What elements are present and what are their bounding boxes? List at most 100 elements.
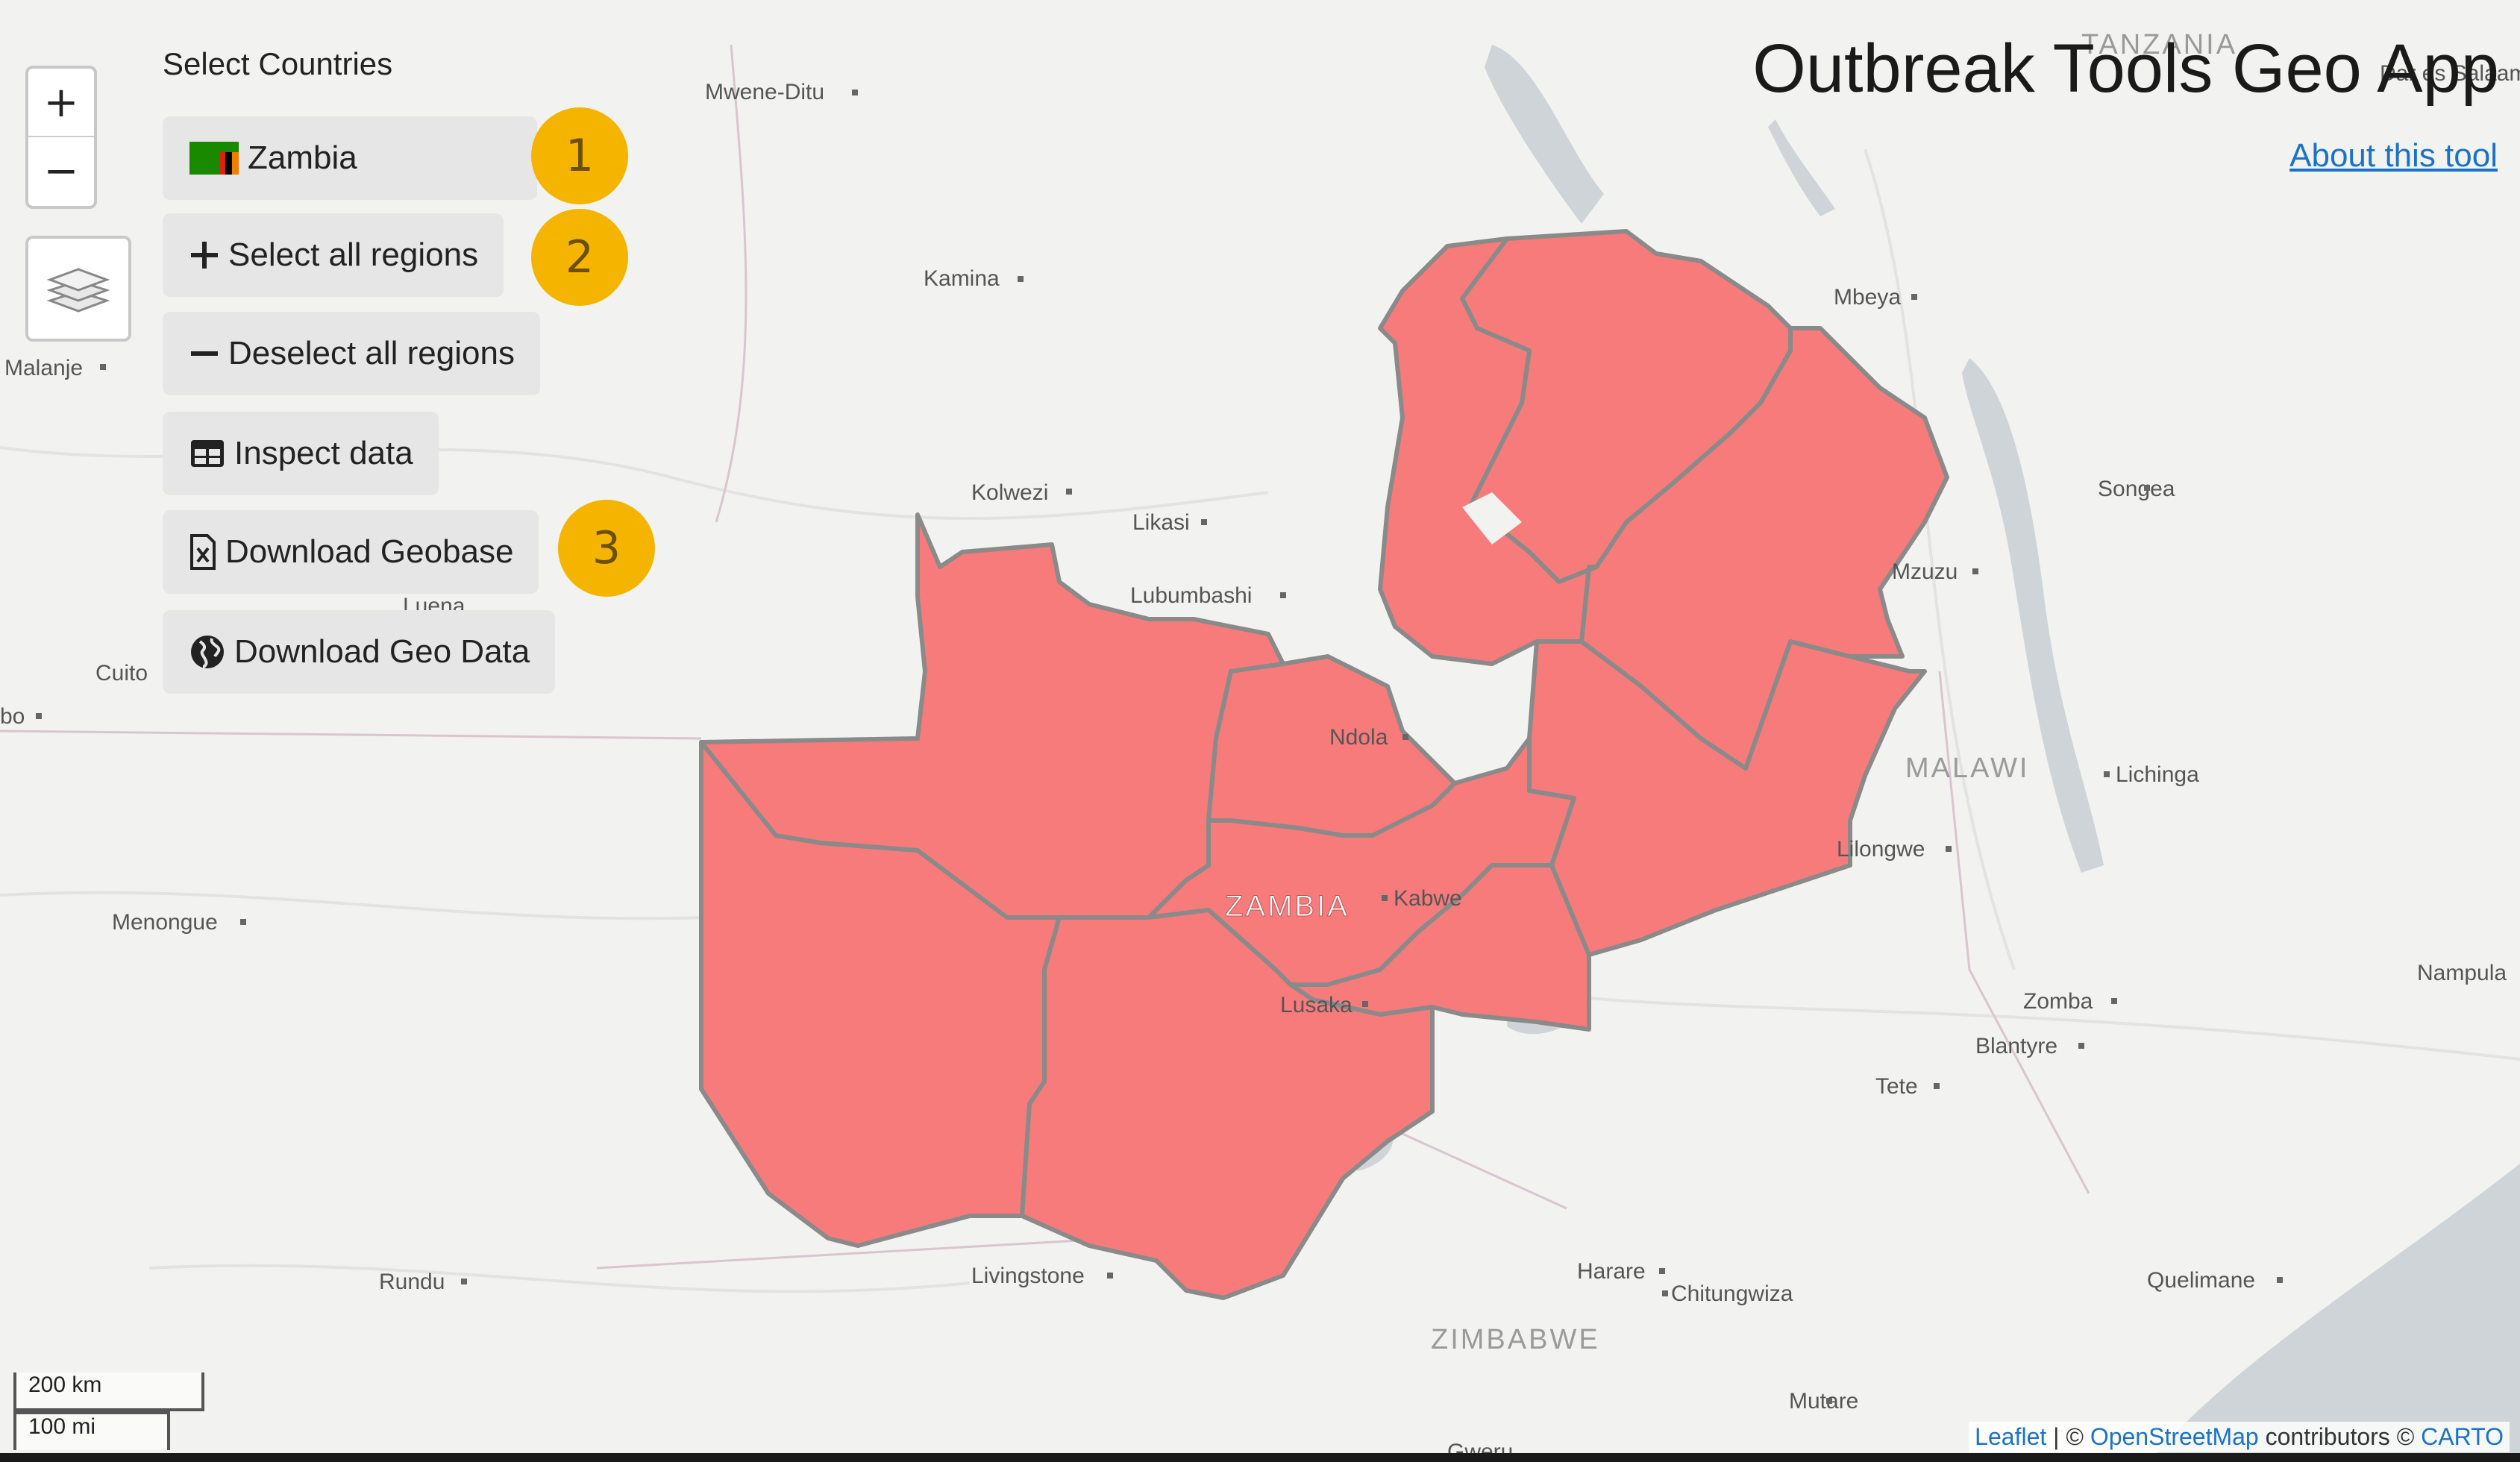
city-blantyre: Blantyre — [1975, 1034, 2057, 1058]
city-dot — [1066, 489, 1072, 495]
city-dot — [1662, 1290, 1668, 1296]
map-lakes — [1350, 45, 2520, 1462]
country-zambia-label: Zambia — [248, 139, 357, 176]
city-dot — [1972, 568, 1978, 574]
city-rundu: Rundu — [379, 1270, 445, 1294]
deselect-all-regions-label: Deselect all regions — [228, 335, 515, 371]
city-mwene-ditu: Mwene-Ditu — [705, 80, 824, 104]
step-badge-2: 2 — [531, 209, 628, 306]
country-label-zimbabwe: ZIMBABWE — [1431, 1324, 1600, 1355]
city-dot — [2078, 1043, 2084, 1049]
city-kolwezi: Kolwezi — [971, 480, 1048, 505]
city-livingstone: Livingstone — [971, 1264, 1085, 1288]
city-lusaka: Lusaka — [1280, 993, 1353, 1017]
city-huambo: bo — [0, 704, 25, 729]
zoom-out-button[interactable]: − — [43, 146, 79, 195]
city-dot — [240, 919, 246, 925]
inspect-data-button[interactable]: Inspect data — [163, 412, 439, 495]
city-likasi: Likasi — [1132, 510, 1190, 535]
country-label-zambia: ZAMBIA — [1225, 890, 1350, 923]
city-cuito: Cuito — [95, 661, 148, 685]
about-link[interactable]: About this tool — [2289, 137, 2498, 174]
city-lubumbashi: Lubumbashi — [1130, 583, 1252, 608]
download-geobase-label: Download Geobase — [225, 533, 514, 570]
country-labels: MALAWI ZIMBABWE TANZANIA ZAMBIA — [1225, 29, 2237, 1355]
attribution-contrib: contributors © — [2258, 1423, 2422, 1450]
city-mbeya: Mbeya — [1834, 285, 1901, 310]
city-dot — [1934, 1083, 1940, 1089]
inspect-data-label: Inspect data — [234, 435, 413, 471]
lake-mweru-wantipa — [1462, 492, 1522, 545]
zambia-regions[interactable] — [699, 229, 1949, 1300]
select-all-regions-button[interactable]: Select all regions — [163, 213, 504, 297]
layers-button[interactable] — [25, 236, 131, 342]
minus-icon — [189, 339, 219, 368]
city-nampula: Nampula — [2417, 961, 2507, 985]
select-countries-heading: Select Countries — [163, 46, 393, 81]
city-quelimane: Quelimane — [2147, 1268, 2255, 1293]
bottom-bar — [0, 1453, 2520, 1462]
scale-bar-mi: 100 mi — [13, 1411, 170, 1450]
globe-icon — [189, 634, 225, 670]
select-all-regions-label: Select all regions — [228, 236, 479, 273]
city-labels: Mwene-Ditu Kamina Malanje Kolwezi Likasi… — [0, 61, 2520, 1462]
city-mutare: Mutare — [1789, 1389, 1858, 1414]
scale-bar-km: 200 km — [13, 1372, 204, 1411]
step-badge-3: 3 — [558, 500, 655, 597]
city-kamina: Kamina — [924, 266, 1000, 291]
city-dot — [1201, 519, 1207, 525]
city-dot — [1018, 276, 1024, 282]
app-title: Outbreak Tools Geo App — [1752, 31, 2499, 107]
city-harare: Harare — [1577, 1259, 1646, 1284]
city-dot — [1107, 1273, 1113, 1279]
city-zomba: Zomba — [2023, 989, 2093, 1014]
step-badge-1: 1 — [531, 107, 628, 204]
region-luapula[interactable] — [1378, 236, 1599, 666]
layers-icon — [47, 268, 110, 313]
city-dot — [852, 90, 858, 95]
zoom-control: + − — [25, 66, 97, 209]
city-dot — [461, 1279, 467, 1284]
city-tete: Tete — [1875, 1074, 1918, 1099]
city-mzuzu: Mzuzu — [1892, 559, 1958, 584]
osm-link[interactable]: OpenStreetMap — [2090, 1423, 2259, 1450]
deselect-all-regions-button[interactable]: Deselect all regions — [163, 312, 540, 395]
country-label-tanzania: TANZANIA — [2081, 29, 2237, 60]
city-lichinga: Lichinga — [2116, 762, 2199, 787]
city-lilongwe: Lilongwe — [1837, 837, 1925, 862]
region-southern[interactable] — [1020, 908, 1435, 1300]
excel-file-icon — [189, 533, 216, 571]
country-zambia-button[interactable]: Zambia — [163, 116, 537, 200]
attribution-sep: | © — [2046, 1423, 2090, 1450]
table-icon — [189, 439, 225, 468]
city-dot — [1946, 846, 1952, 852]
city-dot — [100, 364, 106, 370]
city-songea: Songea — [2098, 477, 2175, 501]
zoom-in-button[interactable]: + — [28, 69, 94, 137]
plus-icon — [189, 240, 219, 270]
city-dot — [2144, 485, 2150, 491]
city-dot — [1402, 734, 1408, 740]
city-malanje: Malanje — [4, 356, 83, 380]
city-dot — [1382, 895, 1388, 901]
map-attribution: Leaflet | © OpenStreetMap contributors ©… — [1969, 1422, 2510, 1452]
city-dot — [1659, 1268, 1665, 1274]
download-geobase-button[interactable]: Download Geobase — [163, 510, 539, 594]
city-dot — [1280, 592, 1286, 598]
download-geo-data-button[interactable]: Download Geo Data — [163, 610, 556, 694]
city-dot — [1826, 1398, 1832, 1404]
city-dot — [2111, 998, 2117, 1004]
carto-link[interactable]: CARTO — [2421, 1423, 2504, 1450]
city-dar-es-salaam: Dar es Salaam — [2380, 61, 2520, 86]
city-dot — [1911, 294, 1917, 300]
download-geo-data-label: Download Geo Data — [234, 633, 530, 670]
city-chitungwiza: Chitungwiza — [1671, 1281, 1793, 1306]
city-dot — [36, 713, 42, 719]
zambia-flag-icon — [189, 142, 239, 175]
leaflet-link[interactable]: Leaflet — [1975, 1423, 2047, 1450]
city-dot — [2277, 1277, 2283, 1283]
city-dot — [1362, 1001, 1368, 1007]
country-label-malawi: MALAWI — [1905, 753, 2030, 784]
city-menongue: Menongue — [112, 910, 218, 935]
